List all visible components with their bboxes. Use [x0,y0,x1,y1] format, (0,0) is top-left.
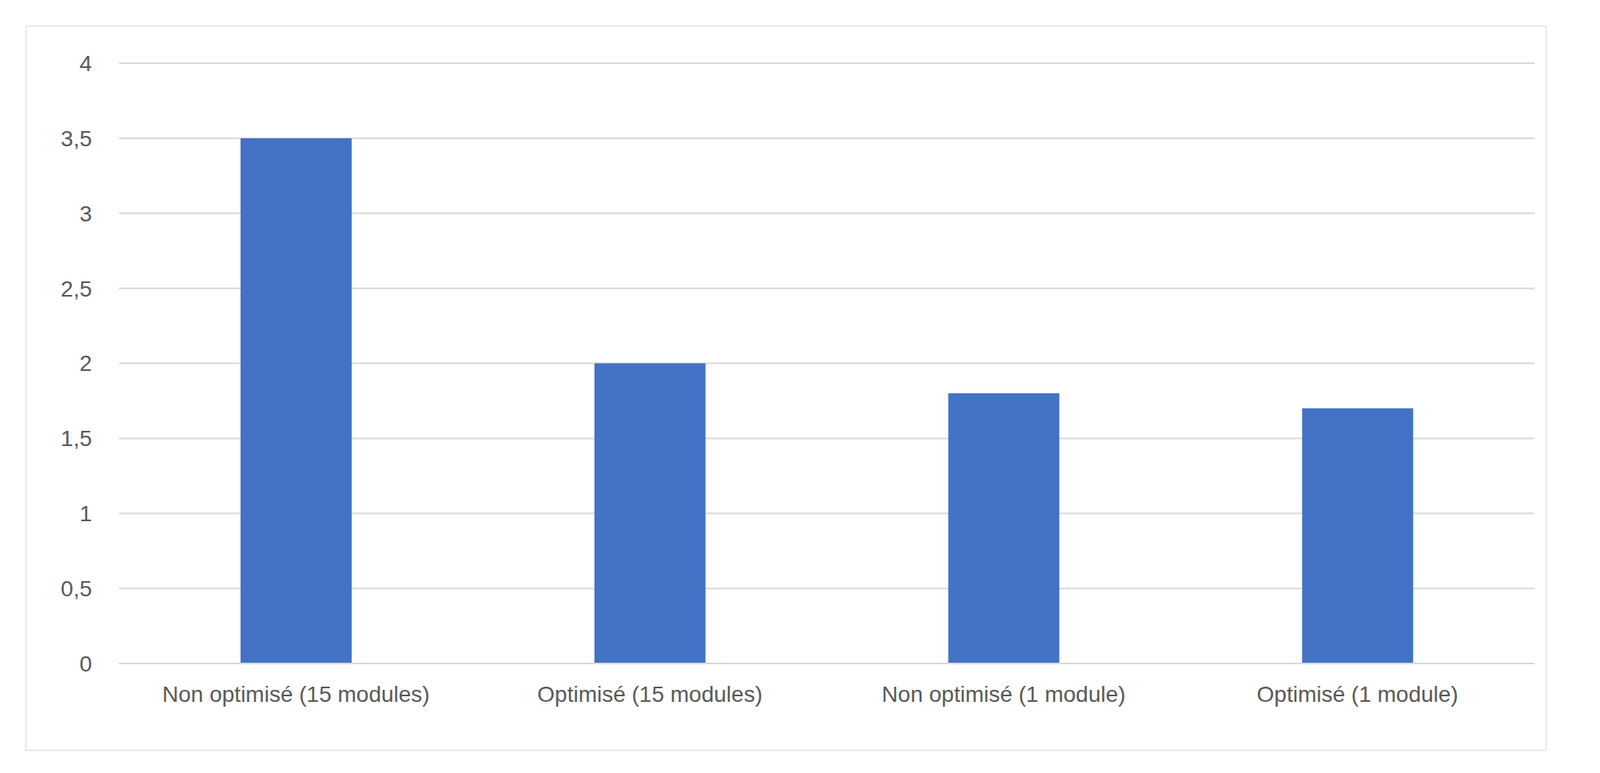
svg-text:Optimisé (15 modules): Optimisé (15 modules) [537,681,763,707]
svg-text:0: 0 [79,651,92,677]
svg-text:4: 4 [79,51,92,76]
svg-text:1,5: 1,5 [60,425,92,451]
svg-text:Optimisé (1 module): Optimisé (1 module) [1257,681,1459,707]
svg-text:2: 2 [79,350,92,376]
svg-text:3,5: 3,5 [60,126,92,152]
svg-text:Non optimisé (15 modules): Non optimisé (15 modules) [162,681,430,707]
svg-text:1: 1 [79,501,92,526]
svg-text:Non optimisé (1 module): Non optimisé (1 module) [881,681,1126,707]
svg-text:3: 3 [79,201,92,227]
svg-text:0,5: 0,5 [60,576,92,601]
svg-text:2,5: 2,5 [60,276,92,302]
